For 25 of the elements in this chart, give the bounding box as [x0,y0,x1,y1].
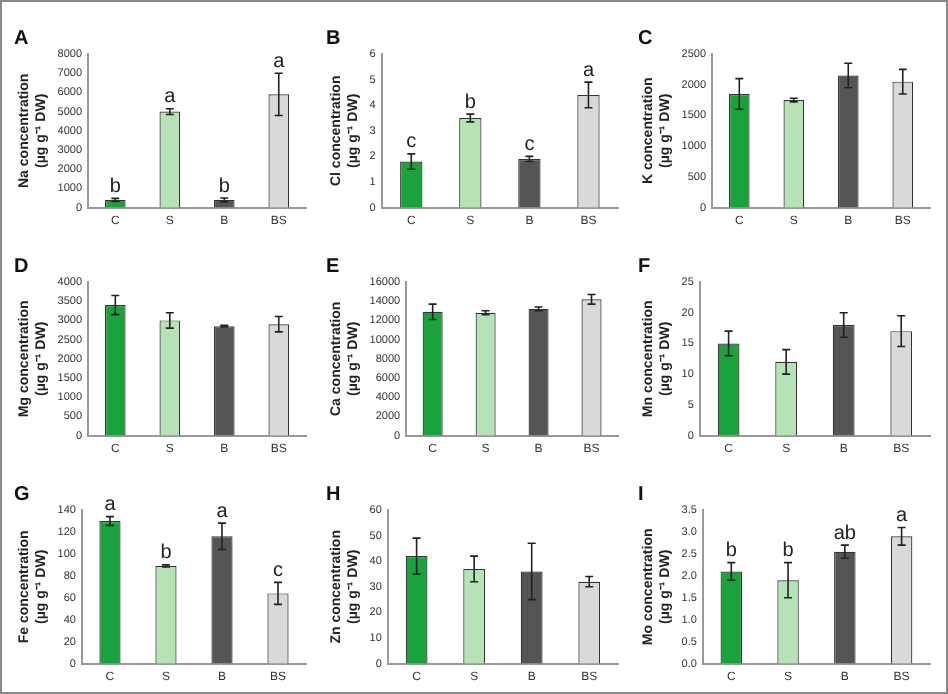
annotation: b [160,542,173,565]
chart-title: H [326,483,341,506]
annotation: b [218,175,231,198]
chart-title: I [638,483,644,506]
chart-title: A [14,27,29,50]
chart-title: D [14,255,29,278]
chart-title: G [14,483,30,506]
annotation: a [104,494,117,517]
annotation: ab [833,522,857,545]
annotation: c [406,131,417,154]
annotation: a [216,500,229,523]
annotation: b [782,540,795,563]
annotation: a [164,86,177,109]
annotation: c [524,133,535,156]
annotation: b [464,91,477,114]
annotation: a [582,59,595,82]
annotation: b [725,540,738,563]
chart-title: B [326,27,341,50]
chart-title: E [326,255,340,278]
annotation: b [109,175,122,198]
annotation: a [273,50,286,73]
annotation: c [272,559,283,582]
annotation: a [896,505,909,528]
chart-title: C [638,27,653,50]
chart-title: F [638,255,651,278]
